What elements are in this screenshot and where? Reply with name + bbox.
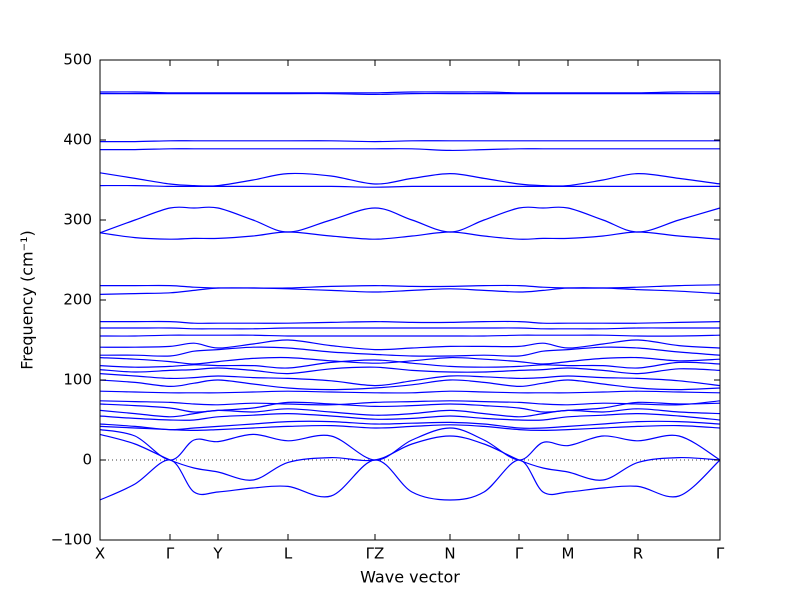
- x-tick-label: ΓZ: [366, 545, 385, 563]
- band-line: [99, 420, 721, 431]
- x-tick-label: L: [284, 545, 293, 563]
- y-tick-label: 300: [63, 211, 92, 229]
- x-tick-label: R: [633, 545, 643, 563]
- band-line: [99, 412, 721, 421]
- band-line: [99, 459, 721, 501]
- band-line: [99, 339, 721, 351]
- y-tick-label: −100: [51, 531, 92, 549]
- band-line: [99, 172, 721, 187]
- band-line: [99, 401, 721, 413]
- band-line: [99, 287, 721, 295]
- band-line: [99, 400, 721, 406]
- band-line: [100, 92, 720, 96]
- x-tick-label: Γ: [716, 545, 725, 563]
- band-line: [99, 433, 721, 481]
- band-line: [99, 408, 721, 418]
- band-line: [99, 91, 721, 94]
- band-line: [99, 231, 721, 240]
- plot-area: [99, 91, 721, 501]
- band-line: [99, 373, 721, 387]
- band-line: [99, 148, 720, 152]
- y-tick-label: 0: [82, 451, 92, 469]
- x-tick-label: Y: [212, 545, 223, 563]
- band-line: [99, 334, 721, 337]
- band-line: [99, 366, 721, 375]
- x-tick-label: N: [444, 545, 455, 563]
- x-tick-label: M: [562, 545, 575, 563]
- band-line: [100, 327, 720, 330]
- y-tick-label: 400: [63, 131, 92, 149]
- band-line: [99, 390, 721, 394]
- band-line: [99, 356, 721, 365]
- band-line: [99, 184, 720, 188]
- band-line: [99, 427, 721, 461]
- x-tick-label: Γ: [166, 545, 175, 563]
- band-line: [99, 424, 721, 432]
- y-tick-label: 200: [63, 291, 92, 309]
- band-line: [99, 346, 721, 357]
- x-tick-label: X: [95, 545, 105, 563]
- y-tick-label: 500: [63, 51, 92, 69]
- band-line: [99, 140, 720, 143]
- band-line: [99, 359, 721, 369]
- x-tick-label: Γ: [515, 545, 524, 563]
- y-tick-label: 100: [63, 371, 92, 389]
- band-line: [99, 379, 721, 391]
- x-axis-label: Wave vector: [360, 568, 460, 587]
- y-axis-label: Frequency (cm⁻¹): [18, 230, 37, 369]
- band-line: [99, 206, 721, 234]
- band-line: [100, 320, 721, 324]
